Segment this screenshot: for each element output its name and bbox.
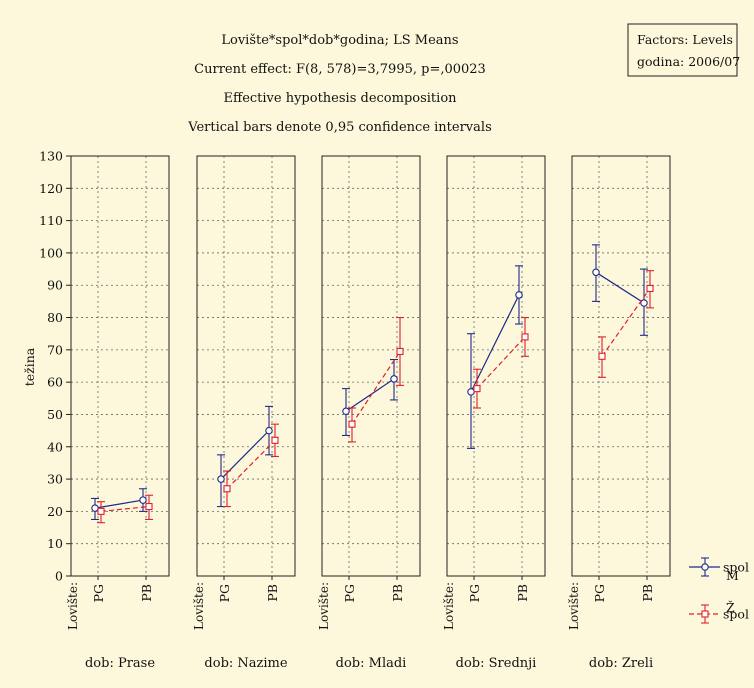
panel-2: Lovište: PG PB dob: Nazime	[192, 155, 296, 671]
chart-title-line-4: Vertical bars denote 0,95 confidence int…	[187, 120, 491, 135]
x-factor-label: Lovište:	[442, 582, 456, 630]
data-point-marker	[390, 375, 398, 383]
x-category-label: PG	[467, 584, 482, 602]
chart-title-group: Lovište*spol*dob*godina; LS Means Curren…	[187, 33, 491, 135]
chart-panels: Lovište: PG PB dob: Prase Lovište: PG PB dob: N…	[66, 155, 671, 671]
data-point-marker	[223, 485, 231, 493]
x-factor-label: Lovište:	[66, 582, 80, 630]
legend-label: spol	[723, 607, 749, 622]
series-line-Ž	[601, 288, 651, 357]
y-tick-label: 110	[39, 213, 63, 228]
data-point-marker	[515, 291, 523, 299]
y-axis: 0 10 20 30 40 50 60 70 80 90 100 110 120 130	[39, 149, 71, 584]
panel-frame	[321, 155, 421, 577]
x-category-label: PB	[515, 584, 530, 602]
y-tick-label: 80	[47, 310, 63, 325]
chart-title-line-3: Effective hypothesis decomposition	[223, 91, 457, 106]
x-category-label: PB	[265, 584, 280, 602]
panel-5: Lovište: PG PB dob: Zreli	[567, 155, 671, 671]
panel-title: dob: Zreli	[589, 656, 653, 671]
y-tick-label: 10	[47, 536, 63, 551]
factors-box-line-1: Factors: Levels	[637, 32, 733, 47]
panel-frame	[70, 155, 170, 577]
x-category-label: PG	[342, 584, 357, 602]
chart-title-line-2: Current effect: F(8, 578)=3,7995, p=,000…	[194, 62, 486, 77]
x-factor-label: Lovište:	[317, 582, 331, 630]
data-point-marker	[467, 388, 475, 396]
data-point-marker	[91, 504, 99, 512]
data-point-marker	[592, 268, 600, 277]
panel-title: dob: Mladi	[336, 656, 407, 671]
y-tick-label: 20	[47, 504, 63, 519]
y-tick-label: 30	[47, 472, 63, 487]
data-point-marker	[342, 407, 350, 415]
panel-title: dob: Prase	[85, 656, 155, 671]
panel-frame	[446, 155, 546, 577]
x-category-label: PB	[390, 584, 405, 602]
y-tick-label: 70	[47, 342, 63, 357]
y-tick-label: 90	[47, 278, 63, 293]
series-line-M	[345, 378, 395, 412]
legend-marker	[701, 610, 709, 618]
series-line-M	[470, 294, 520, 393]
data-point-marker	[521, 333, 529, 341]
data-point-marker	[265, 426, 273, 435]
data-point-marker	[271, 436, 279, 444]
series-line-Ž	[476, 336, 526, 390]
data-point-marker	[598, 352, 606, 360]
x-category-label: PB	[640, 584, 655, 602]
x-category-label: PB	[139, 584, 154, 602]
x-category-label: PG	[592, 584, 607, 602]
legend-level: Ž	[726, 600, 735, 615]
y-tick-label: 0	[55, 569, 63, 584]
y-tick-label: 50	[47, 407, 63, 422]
data-point-marker	[145, 502, 153, 511]
x-category-label: PG	[217, 584, 232, 602]
factors-box-line-2: godina: 2006/07	[637, 54, 740, 69]
x-category-label: PG	[91, 584, 106, 602]
data-point-marker	[640, 299, 648, 307]
y-tick-label: 40	[47, 439, 63, 454]
panel-title: dob: Srednji	[456, 656, 537, 671]
chart-title-line-1: Lovište*spol*dob*godina; LS Means	[221, 33, 458, 48]
panel-frame	[571, 155, 671, 577]
data-point-marker	[217, 475, 225, 483]
panel-4: Lovište: PG PB dob: Srednji	[442, 155, 546, 671]
data-point-marker	[139, 496, 147, 504]
factors-box: Factors: Levels godina: 2006/07	[627, 23, 740, 77]
series-line-Ž	[226, 439, 276, 490]
panel-frame	[196, 155, 296, 577]
y-tick-label: 130	[39, 149, 63, 164]
x-factor-label: Lovište:	[192, 582, 206, 630]
data-point-marker	[396, 347, 404, 356]
y-axis-label: težina	[22, 347, 37, 386]
data-point-marker	[646, 284, 654, 293]
y-tick-label: 100	[39, 245, 63, 260]
data-point-marker	[473, 385, 481, 393]
legend-level: M	[726, 568, 739, 583]
series-line-M	[595, 271, 645, 304]
panel-1: Lovište: PG PB dob: Prase	[66, 155, 170, 671]
y-tick-label: 120	[39, 181, 63, 196]
data-point-marker	[348, 420, 356, 428]
data-point-marker	[97, 507, 105, 515]
series-line-Ž	[100, 505, 150, 512]
factors-box-frame	[627, 23, 738, 77]
series-line-M	[94, 499, 144, 509]
series-line-Ž	[351, 351, 401, 425]
panel-title: dob: Nazime	[204, 656, 287, 671]
legend-label: spol	[723, 560, 749, 575]
panel-3: Lovište: PG PB dob: Mladi	[317, 155, 421, 671]
x-factor-label: Lovište:	[567, 582, 581, 630]
legend-marker	[701, 563, 709, 571]
y-tick-label: 60	[47, 375, 63, 390]
